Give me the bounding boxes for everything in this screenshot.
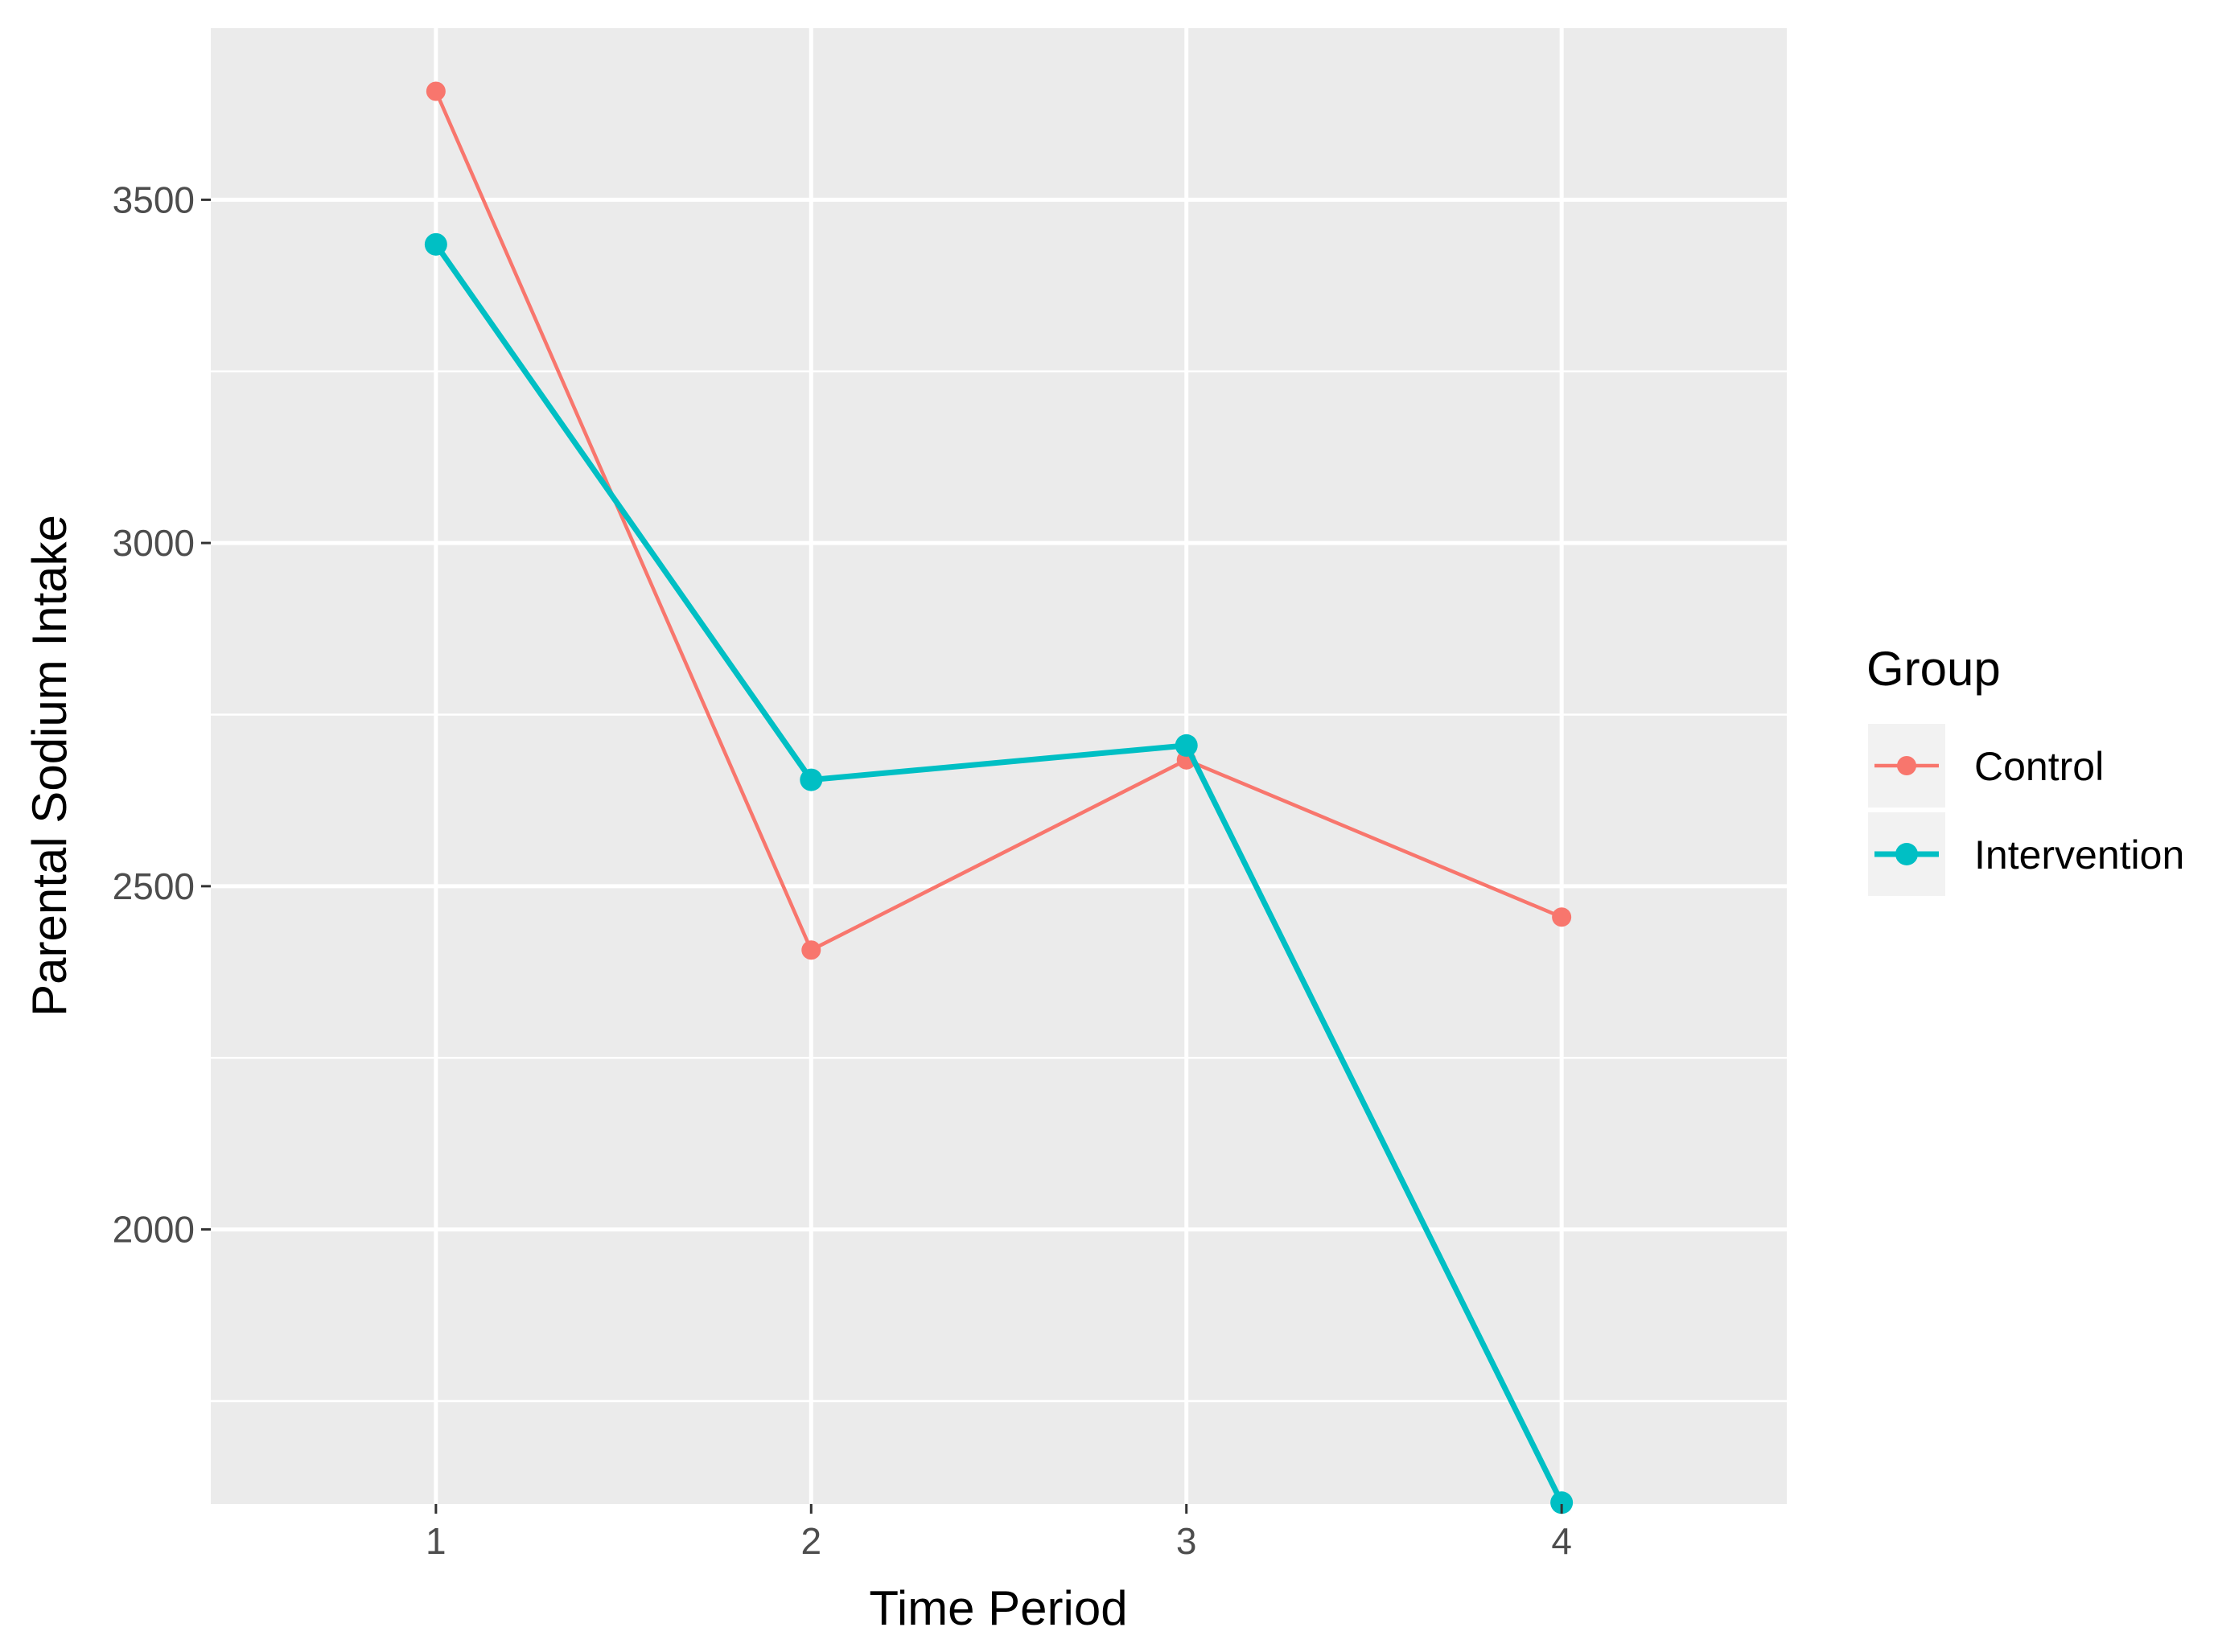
y-axis: 2000 2500 3000 3500 [113, 179, 211, 1251]
x-tick-label: 1 [426, 1520, 446, 1562]
legend-label-control: Control [1974, 744, 2104, 789]
x-tick-label: 3 [1176, 1520, 1197, 1562]
plot-panel [211, 28, 1787, 1504]
data-point-intervention [800, 768, 823, 791]
legend-key-point [1897, 756, 1916, 775]
data-point-intervention [1175, 734, 1198, 757]
legend-title: Group [1866, 642, 2001, 696]
data-point-control [801, 940, 821, 960]
x-axis: 1 2 3 4 [426, 1504, 1572, 1562]
x-tick-label: 2 [800, 1520, 821, 1562]
y-tick-label: 2500 [113, 865, 195, 907]
data-point-control [426, 81, 446, 101]
legend-items: Control Intervention [1868, 724, 2184, 896]
x-axis-title: Time Period [869, 1581, 1127, 1635]
x-tick-label: 4 [1551, 1520, 1572, 1562]
minor-gridlines [211, 370, 1787, 1403]
series-line-control [434, 89, 1564, 952]
major-gridlines [211, 28, 1787, 1504]
y-axis-title: Parental Sodium Intake [23, 515, 76, 1017]
series-layer [424, 81, 1574, 1514]
legend-label-intervention: Intervention [1974, 832, 2184, 877]
data-point-intervention [424, 232, 447, 256]
y-tick-label: 3000 [113, 522, 195, 564]
data-point-control [1552, 907, 1572, 927]
legend: Group Control Intervention [1866, 642, 2184, 896]
y-tick-label: 2000 [113, 1209, 195, 1251]
y-tick-label: 3500 [113, 179, 195, 220]
legend-key-point [1895, 843, 1918, 865]
series-line-intervention [433, 241, 1565, 1506]
data-point-intervention [1550, 1491, 1574, 1514]
